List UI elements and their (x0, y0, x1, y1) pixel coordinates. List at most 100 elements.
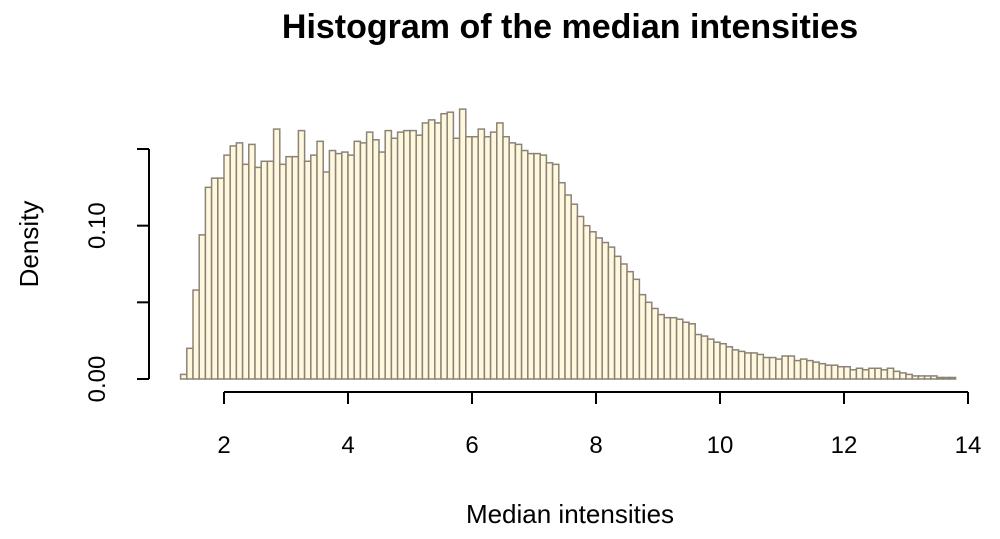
histogram-bar (582, 224, 591, 380)
histogram-bar (806, 359, 814, 380)
histogram-bar (223, 154, 231, 380)
x-tick-label: 4 (341, 432, 354, 459)
x-tick-label: 12 (831, 432, 858, 459)
x-tick-label: 10 (707, 432, 734, 459)
histogram-bar (452, 137, 461, 380)
histogram-bar (651, 307, 659, 380)
histogram-bar (415, 134, 424, 380)
histogram-bar (328, 149, 337, 380)
histogram-bar (558, 181, 566, 380)
histogram-bar (948, 376, 957, 380)
histogram-bar (930, 375, 938, 380)
histogram-bar (632, 278, 641, 380)
x-tick-label: 6 (465, 432, 478, 459)
histogram-bar (917, 375, 926, 380)
histogram-bar (359, 142, 368, 380)
histogram-bar (514, 143, 523, 380)
histogram-bar (620, 263, 628, 380)
histogram-bar (812, 361, 820, 380)
histogram-bar (496, 122, 504, 380)
histogram-bar (303, 160, 312, 380)
histogram-bar (440, 112, 448, 380)
histogram-bar (347, 154, 355, 380)
histogram-bar (341, 151, 349, 380)
histogram-bar (322, 171, 331, 380)
histogram-bar (192, 289, 200, 380)
histogram-bar (682, 321, 690, 380)
histogram-bar (936, 376, 944, 380)
histogram-bar (310, 154, 318, 380)
histogram-bar (285, 155, 293, 380)
histogram-bar (744, 352, 752, 380)
histogram-bar (607, 246, 616, 380)
histogram-bar (830, 364, 839, 380)
histogram-bar (942, 376, 951, 380)
histogram-bar (595, 237, 603, 380)
histogram-bar (663, 316, 672, 380)
histogram-bar (520, 149, 529, 380)
histogram-bar (465, 135, 473, 380)
histogram-bar (272, 128, 281, 380)
x-axis: 2 4 6 8 10 12 14 (217, 391, 981, 459)
histogram-bar (198, 234, 207, 380)
histogram-bar (768, 356, 777, 380)
y-tick-label: 0.10 (84, 202, 111, 249)
histogram-bar (762, 356, 771, 380)
histogram-bar (539, 154, 548, 380)
histogram-bar (669, 316, 678, 380)
histogram-bar (248, 143, 256, 380)
histogram-bar (384, 129, 393, 380)
histogram-bar (719, 342, 727, 380)
histogram-bar (892, 370, 901, 380)
histogram-bar (868, 367, 876, 380)
histogram-bar (775, 358, 783, 380)
histogram-bar (725, 346, 734, 380)
histogram-bar (613, 255, 622, 380)
histogram-bar (793, 359, 802, 380)
histogram-bar (489, 131, 498, 380)
chart-title: Histogram of the median intensities (282, 8, 858, 46)
histogram-bar (477, 128, 486, 380)
histogram-bar (911, 375, 920, 380)
histogram-bar (849, 369, 858, 380)
histogram-bar (279, 163, 287, 380)
histogram-bar (905, 373, 913, 380)
histogram-bar (235, 142, 244, 380)
histogram-bar (899, 372, 907, 380)
histogram-bar (471, 135, 479, 380)
histogram-bar (297, 129, 306, 380)
histogram-bar (706, 338, 715, 380)
y-axis: 0.00 0.10 (84, 148, 150, 402)
histogram-bar (626, 270, 634, 380)
histogram-bar (217, 177, 225, 380)
histogram-bar (694, 333, 703, 380)
histogram-bar (545, 162, 554, 380)
histogram-bar (824, 364, 833, 380)
histogram-bar (756, 353, 765, 380)
histogram-bar (353, 140, 362, 380)
histogram-bar (502, 135, 510, 380)
histogram-bar (564, 194, 572, 380)
histogram-bar (923, 375, 932, 380)
histogram-bar (204, 186, 213, 380)
histogram-bar (316, 140, 324, 380)
histogram-bar (186, 347, 194, 380)
histogram-bar (675, 318, 684, 380)
histogram-bar (843, 365, 851, 380)
histogram-bar (644, 301, 653, 380)
histogram-bar (533, 152, 541, 380)
histogram-bar (874, 367, 882, 380)
histogram-bar (409, 129, 417, 380)
histogram-bar (657, 313, 665, 380)
histogram-bar (589, 231, 597, 380)
histogram-bar (731, 349, 740, 380)
histogram-bar (372, 139, 380, 380)
histogram-bar (576, 215, 585, 380)
histogram-bars (179, 108, 957, 380)
histogram-bar (750, 352, 758, 380)
histogram-bar (861, 369, 870, 380)
histogram-bar (458, 108, 467, 380)
histogram-bar (880, 369, 889, 380)
histogram-bar (781, 355, 789, 380)
histogram-bar (818, 362, 827, 380)
